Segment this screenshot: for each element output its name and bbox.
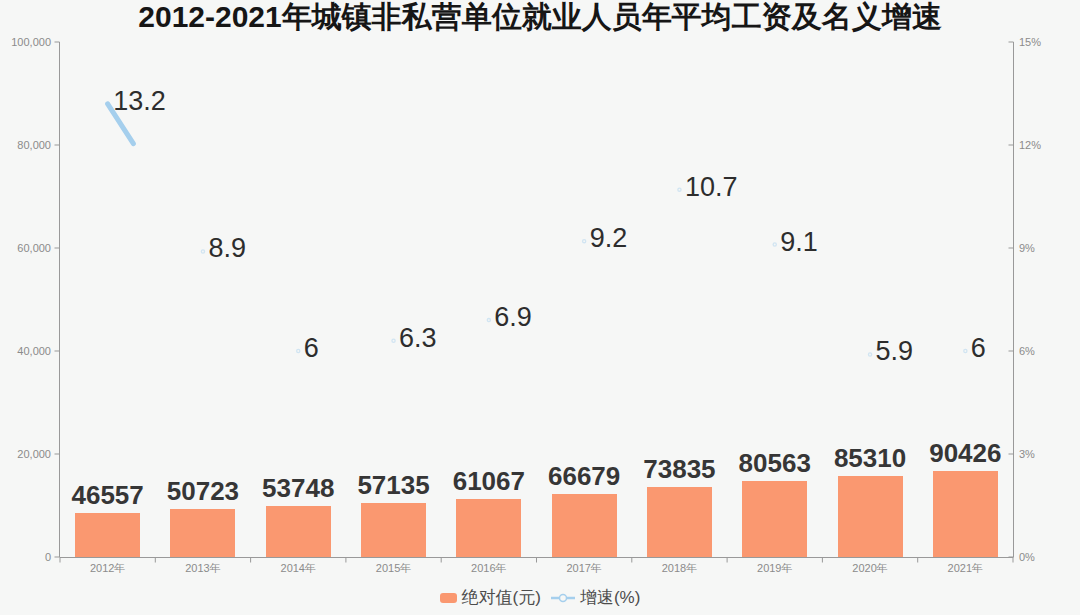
wage-value-label: 73835 xyxy=(643,456,715,482)
wage-value-label: 57135 xyxy=(357,472,429,498)
x-axis-category-label: 2019年 xyxy=(757,562,792,575)
left-axis-tick-label: 0 xyxy=(0,551,51,564)
wage-value-label: 90426 xyxy=(929,440,1001,466)
growth-rate-label: 6.3 xyxy=(399,325,437,352)
growth-rate-label: 9.2 xyxy=(590,225,628,252)
right-axis-tick-label: 3% xyxy=(1019,448,1035,461)
wage-bar xyxy=(552,494,617,557)
growth-rate-label: 6.9 xyxy=(494,304,532,331)
wage-bar xyxy=(266,506,331,557)
growth-rate-label: 5.9 xyxy=(876,338,914,365)
growth-rate-label: 8.9 xyxy=(208,235,246,262)
growth-point-symbol xyxy=(297,349,300,352)
left-axis-tick-label: 80,000 xyxy=(0,139,51,152)
x-axis-category-label: 2015年 xyxy=(376,562,411,575)
wage-bar xyxy=(170,509,235,557)
left-axis-tick-label: 40,000 xyxy=(0,345,51,358)
wage-value-label: 66679 xyxy=(548,463,620,489)
x-axis-category-label: 2013年 xyxy=(185,562,220,575)
growth-point-symbol xyxy=(583,240,586,243)
left-axis-tick-label: 60,000 xyxy=(0,242,51,255)
growth-rate-label: 13.2 xyxy=(113,88,166,115)
growth-point-symbol xyxy=(201,250,204,253)
wage-value-label: 61067 xyxy=(453,468,525,494)
growth-point-symbol xyxy=(868,353,871,356)
growth-point-symbol xyxy=(678,188,681,191)
wage-bar xyxy=(838,476,903,557)
x-axis-category-label: 2021年 xyxy=(948,562,983,575)
wage-value-label: 85310 xyxy=(834,445,906,471)
wage-bar xyxy=(647,487,712,557)
right-axis-tick-label: 12% xyxy=(1019,139,1041,152)
growth-point-symbol xyxy=(392,339,395,342)
right-axis-tick-label: 9% xyxy=(1019,242,1035,255)
right-axis-tick-label: 15% xyxy=(1019,36,1041,49)
x-axis-category-label: 2014年 xyxy=(281,562,316,575)
growth-point-symbol xyxy=(487,319,490,322)
growth-point-symbol xyxy=(773,243,776,246)
wage-bar xyxy=(933,471,998,557)
growth-point-symbol xyxy=(964,349,967,352)
wage-value-label: 80563 xyxy=(739,450,811,476)
wage-value-label: 46557 xyxy=(71,482,143,508)
wage-value-label: 50723 xyxy=(167,478,239,504)
growth-rate-label: 6 xyxy=(971,335,986,362)
left-axis-tick-label: 20,000 xyxy=(0,448,51,461)
growth-rate-label: 6 xyxy=(304,335,319,362)
wage-bar xyxy=(75,513,140,557)
x-axis-category-label: 2017年 xyxy=(566,562,601,575)
right-axis-tick-label: 6% xyxy=(1019,345,1035,358)
wage-value-label: 53748 xyxy=(262,475,334,501)
growth-rate-label: 10.7 xyxy=(685,174,738,201)
x-axis-category-label: 2016年 xyxy=(471,562,506,575)
wage-bar xyxy=(456,499,521,557)
wage-growth-chart: 2012-2021年城镇非私营单位就业人员年平均工资及名义增速 绝对值(元) 增… xyxy=(0,0,1080,615)
left-axis-tick-label: 100,000 xyxy=(0,36,51,49)
right-axis-tick-label: 0% xyxy=(1019,551,1035,564)
growth-rate-label: 9.1 xyxy=(780,229,818,256)
wage-bar xyxy=(742,481,807,557)
x-axis-category-label: 2020年 xyxy=(852,562,887,575)
wage-bar xyxy=(361,503,426,557)
x-axis-category-label: 2018年 xyxy=(662,562,697,575)
x-axis-category-label: 2012年 xyxy=(90,562,125,575)
